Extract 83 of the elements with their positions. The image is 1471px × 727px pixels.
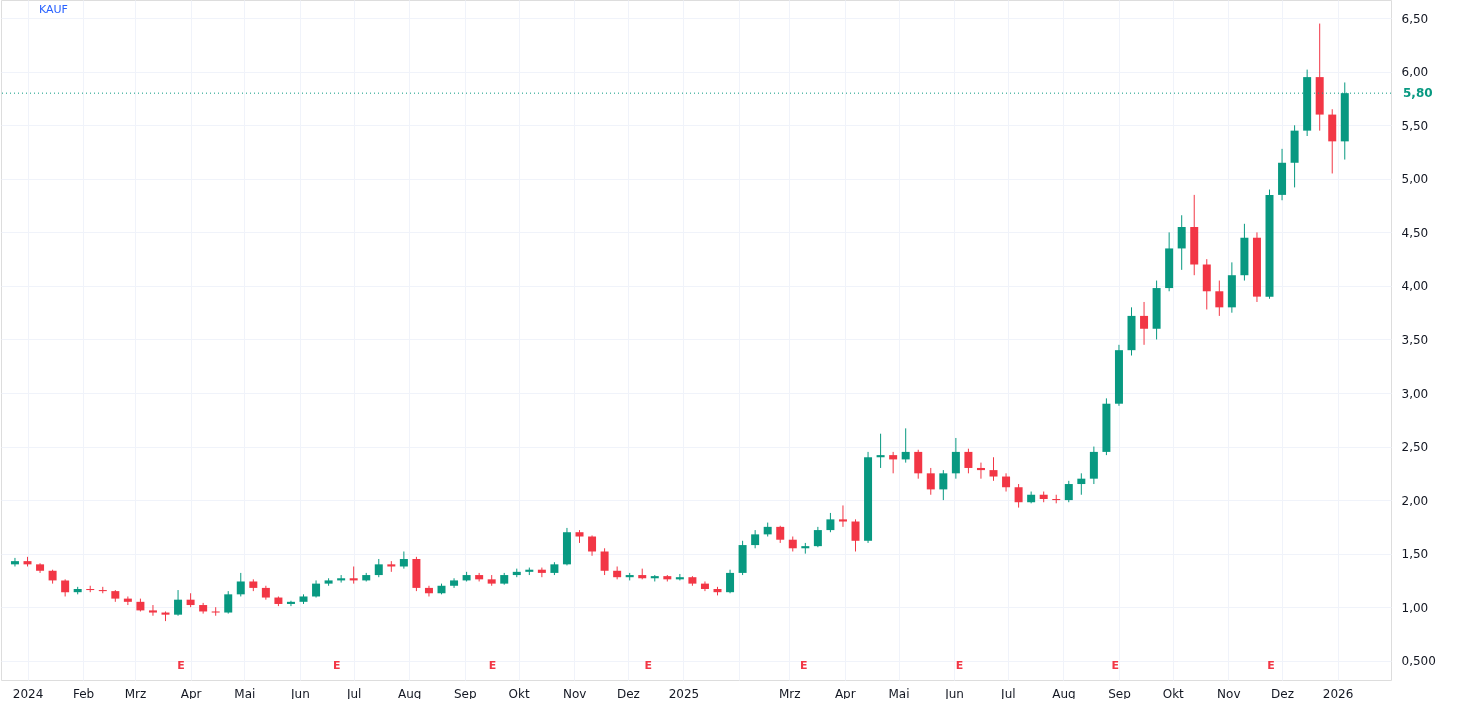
candlestick: [1215, 280, 1224, 317]
annotation: E: [644, 659, 652, 672]
x-tick-label: 2024: [12, 686, 44, 701]
y-tick-label: 5,00: [1401, 172, 1429, 187]
candlestick: [939, 469, 948, 501]
annotation: E: [488, 659, 497, 672]
candlestick: [951, 437, 960, 480]
y-tick-label: 0,500: [1401, 654, 1436, 669]
y-tick-label: 3,00: [1401, 386, 1429, 401]
x-tick-label: Nov: [1217, 686, 1241, 701]
x-tick-label: Okt: [1162, 686, 1185, 701]
candlestick: [976, 462, 985, 480]
x-tick-label: Okt: [508, 686, 530, 701]
candlestick: [1140, 301, 1149, 346]
y-tick-label: 2,00: [1401, 493, 1429, 508]
candlestick: [964, 448, 973, 474]
y-tick-label: 4,50: [1401, 225, 1429, 240]
candlestick: [1177, 214, 1186, 271]
x-tick-label: Nov: [562, 686, 587, 701]
candlestick: [876, 433, 885, 469]
annotation: KAUF: [39, 3, 68, 16]
annotation: E: [955, 659, 964, 672]
y-tick-label: 2,50: [1401, 440, 1429, 455]
y-tick-label: 4,00: [1401, 279, 1429, 294]
candlestick: [901, 427, 910, 464]
candlestick: [751, 529, 760, 549]
candlestick: [914, 449, 923, 480]
candlestick: [199, 602, 208, 615]
candlestick: [889, 451, 898, 474]
candlestick: [675, 573, 684, 581]
x-tick-label: Mai: [888, 686, 910, 701]
candlestick: [813, 526, 822, 548]
candlestick: [236, 572, 245, 597]
candlestick: [700, 580, 709, 592]
candlestick: [600, 547, 609, 576]
x-tick-label: Mai: [234, 686, 256, 701]
candlestick: [399, 551, 408, 570]
candlestick: [826, 512, 835, 533]
candlestick: [349, 565, 358, 585]
x-tick-label: Mrz: [124, 686, 147, 701]
x-tick-label: Jun: [290, 686, 310, 701]
candlestick: [374, 558, 383, 578]
x-tick-label: Jul: [345, 686, 362, 701]
candlestick: [1064, 480, 1073, 503]
candlestick: [10, 557, 19, 567]
candlestick: [1014, 483, 1023, 509]
candlestick: [337, 574, 346, 584]
candlestick: [726, 569, 735, 594]
candlestick: [613, 565, 622, 580]
candlestick: [1002, 472, 1011, 493]
ref-line-label: 5,80: [1403, 86, 1433, 101]
candlestick: [174, 589, 183, 617]
y-tick-label: 1,00: [1401, 600, 1429, 615]
candlestick: [1077, 472, 1086, 496]
x-tick-label: Dez: [1271, 686, 1295, 701]
y-tick-label: 6,00: [1401, 65, 1429, 80]
x-tick-label: Feb: [72, 686, 95, 701]
candlestick: [537, 567, 546, 578]
y-tick-label: 5,50: [1401, 118, 1429, 133]
x-tick-label: 2026: [1322, 686, 1354, 701]
candlestick: [224, 590, 233, 615]
x-tick-label: Mrz: [778, 686, 801, 701]
y-tick-label: 1,50: [1401, 547, 1429, 562]
candlestick: [148, 604, 157, 617]
y-tick-label: 3,50: [1401, 332, 1429, 347]
candlestick: [851, 518, 860, 552]
y-tick-label: 6,50: [1401, 11, 1429, 26]
x-tick-label: Dez: [616, 686, 640, 701]
candlestick: [989, 456, 998, 482]
candlestick: [588, 534, 597, 557]
annotation: E: [177, 659, 185, 672]
x-tick-label: Jun: [944, 686, 964, 701]
annotation: E: [1267, 659, 1275, 672]
candlestick: [926, 467, 935, 496]
annotation: E: [332, 659, 341, 672]
candlestick: [286, 600, 295, 607]
x-tick-label: Jul: [1000, 686, 1016, 701]
candlestick: [424, 585, 433, 597]
annotation: E: [800, 659, 808, 672]
candlestick: [123, 595, 132, 606]
candlestick: [838, 504, 847, 528]
annotation: E: [1111, 659, 1120, 672]
x-tick-label: 2025: [668, 686, 700, 701]
